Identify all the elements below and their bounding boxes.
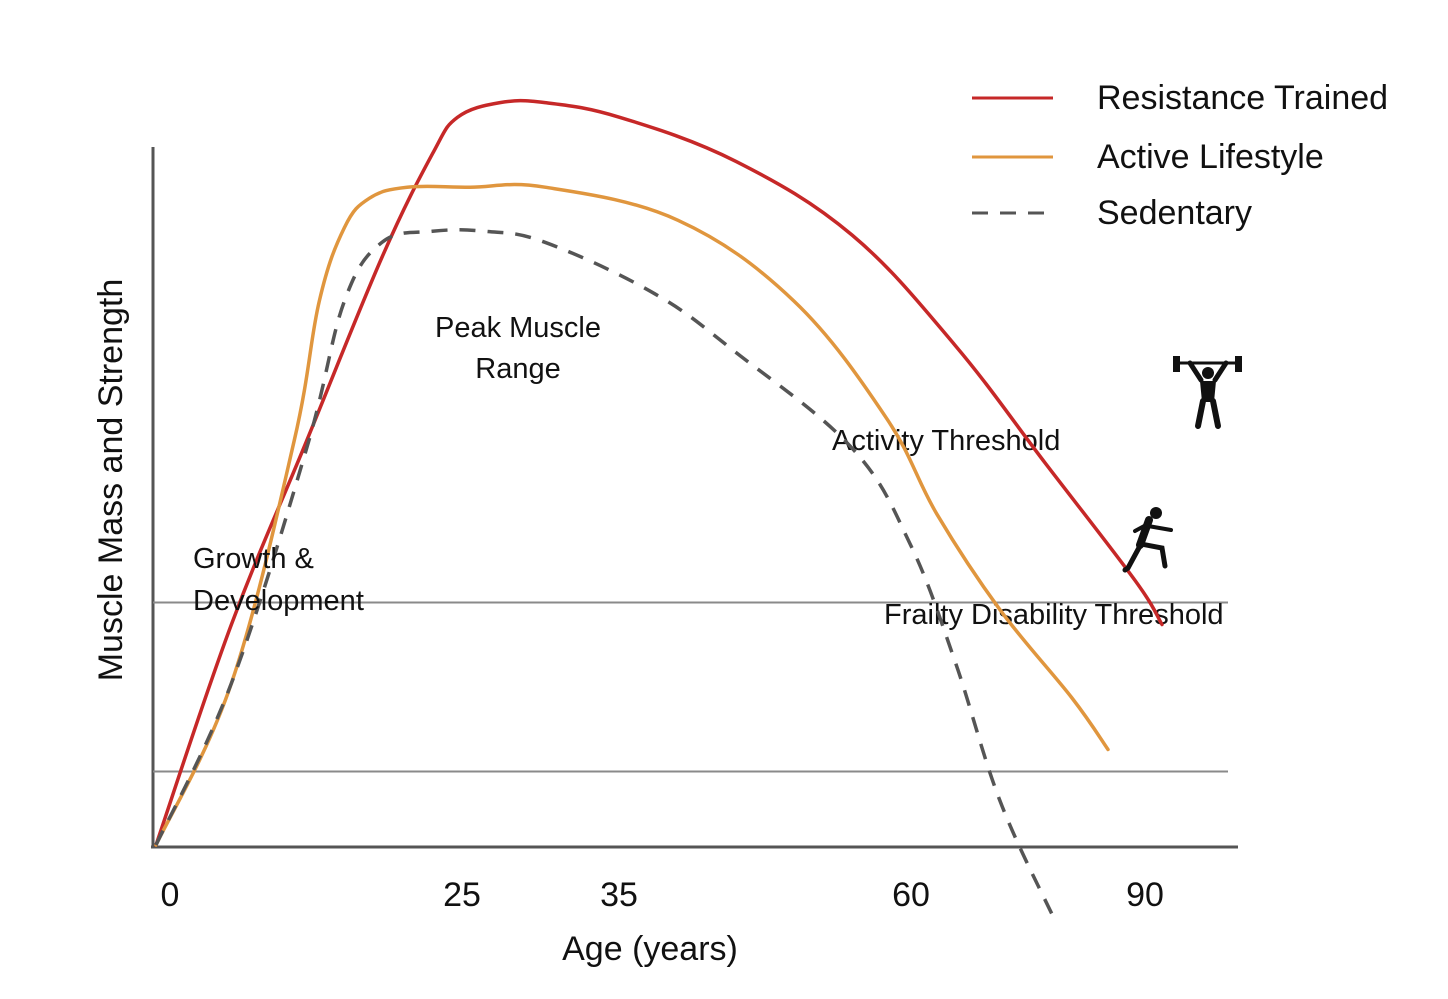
peak-muscle-annotation-line1: Peak Muscle <box>435 312 601 344</box>
series-line-active-lifestyle <box>154 182 1110 847</box>
x-tick-label: 90 <box>1126 876 1164 914</box>
legend-label-sedentary: Sedentary <box>1097 194 1252 232</box>
x-tick-label: 25 <box>443 876 481 914</box>
y-axis-title: Muscle Mass and Strength <box>92 279 130 682</box>
activity-threshold-label: Activity Threshold <box>832 425 1060 457</box>
x-axis-title: Age (years) <box>562 930 738 968</box>
x-tick-label: 0 <box>161 876 180 914</box>
series-line-sedentary <box>154 228 1056 920</box>
x-tick-label: 35 <box>600 876 638 914</box>
x-tick-label: 60 <box>892 876 930 914</box>
peak-muscle-annotation-line2: Range <box>475 353 560 385</box>
growth-annotation-line1: Growth & <box>193 543 314 575</box>
legend: Resistance Trained Active Lifestyle Sede… <box>972 79 1388 232</box>
runner-icon <box>1122 507 1173 573</box>
series-line-resistance-trained <box>154 98 1164 847</box>
legend-label-active-lifestyle: Active Lifestyle <box>1097 138 1324 176</box>
weightlifter-icon <box>1173 356 1242 429</box>
growth-annotation-line2: Development <box>193 585 364 617</box>
frailty-threshold-label: Frailty Disability Threshold <box>884 599 1224 631</box>
legend-label-resistance-trained: Resistance Trained <box>1097 79 1388 117</box>
